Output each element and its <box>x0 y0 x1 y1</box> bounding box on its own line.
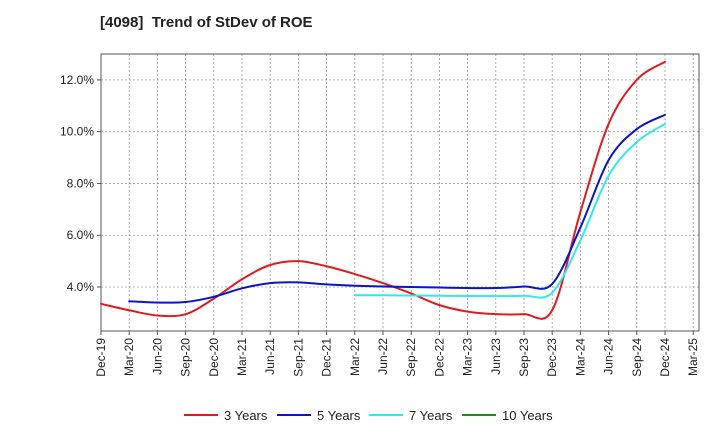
x-tick-label: Mar-20 <box>122 338 136 376</box>
x-tick-label: Jun-24 <box>602 338 616 375</box>
x-tick-label: Jun-20 <box>150 338 164 375</box>
x-tick-label: Dec-22 <box>432 338 446 377</box>
y-tick-label: 6.0% <box>67 228 95 242</box>
x-tick-label: Dec-20 <box>207 338 221 377</box>
y-tick-label: 8.0% <box>67 176 95 190</box>
x-tick-label: Sep-22 <box>404 338 418 377</box>
legend-label: 10 Years <box>502 408 553 423</box>
x-tick-label: Mar-23 <box>461 338 475 376</box>
x-tick-label: Mar-25 <box>686 338 700 376</box>
plot-frame <box>100 53 700 332</box>
x-tick-label: Sep-21 <box>291 338 305 377</box>
axis-layer: 4.0% 6.0% 8.0% 10.0% 12.0% Dec-19 Mar-20 Jun-20… <box>60 53 700 377</box>
series-line-7-years <box>353 122 666 299</box>
y-tick-label: 10.0% <box>60 125 94 139</box>
y-tick-label: 4.0% <box>67 280 95 294</box>
series-layer <box>100 60 666 320</box>
x-tick-label: Jun-21 <box>263 338 277 375</box>
x-tick-label: Dec-19 <box>94 338 108 377</box>
chart-title: [4098] Trend of StDev of ROE <box>100 14 313 31</box>
series-line-5-years <box>128 113 666 304</box>
legend-label: 7 Years <box>409 408 453 423</box>
x-tick-label: Dec-23 <box>545 338 559 377</box>
x-tick-label: Sep-24 <box>630 338 644 377</box>
x-tick-label: Mar-24 <box>573 338 587 376</box>
y-tick-label: 12.0% <box>60 73 94 87</box>
x-tick-label: Mar-22 <box>348 338 362 376</box>
series-line-3-years <box>100 60 666 320</box>
x-tick-label: Sep-23 <box>517 338 531 377</box>
x-tick-label: Dec-21 <box>320 338 334 377</box>
legend-layer: 3 Years 5 Years 7 Years 10 Years <box>184 408 553 423</box>
legend-label: 3 Years <box>224 408 268 423</box>
x-tick-label: Mar-21 <box>235 338 249 376</box>
x-tick-label: Sep-20 <box>179 338 193 377</box>
x-tick-label: Dec-24 <box>658 338 672 377</box>
legend-label: 5 Years <box>317 408 361 423</box>
x-tick-label: Jun-23 <box>489 338 503 375</box>
x-tick-label: Jun-22 <box>376 338 390 375</box>
